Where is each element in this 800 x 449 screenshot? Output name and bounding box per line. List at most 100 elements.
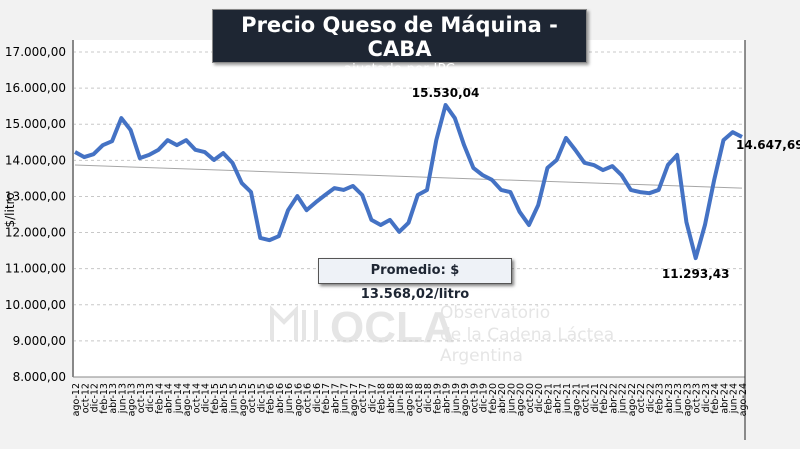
x-tick-label: oct-15 <box>247 383 258 413</box>
x-tick-label: abr-17 <box>330 383 341 414</box>
x-tick-label: ago-15 <box>238 383 249 416</box>
y-tick-label: 11.000,00 <box>5 262 66 276</box>
series-line <box>74 103 743 261</box>
x-tick-label: jun-22 <box>618 383 629 414</box>
x-tick-label: jun-17 <box>340 383 351 414</box>
x-tick-label: oct-21 <box>581 383 592 413</box>
x-tick-label: dic-12 <box>90 383 101 412</box>
y-tick-label: 9.000,00 <box>13 334 66 348</box>
x-tick-label: ago-21 <box>571 383 582 416</box>
y-tick-label: 17.000,00 <box>5 45 66 59</box>
x-tick-label: dic-14 <box>201 383 212 412</box>
x-tick-label: ago-23 <box>682 383 693 416</box>
x-tick-label: ago-18 <box>405 383 416 416</box>
x-tick-label: oct-20 <box>525 383 536 413</box>
x-tick-label: feb-24 <box>710 383 721 414</box>
y-tick-label: 12.000,00 <box>5 226 66 240</box>
chart-title-box: Precio Queso de Máquina - CABA - ajustad… <box>212 9 587 77</box>
y-tick-label: 8.000,00 <box>13 370 66 384</box>
x-tick-label: jun-24 <box>729 383 740 414</box>
x-tick-label: ago-19 <box>460 383 471 416</box>
x-tick-label: oct-12 <box>80 383 91 413</box>
x-tick-label: abr-18 <box>386 383 397 414</box>
x-tick-label: oct-16 <box>303 383 314 413</box>
annotation-min: 11.293,43 <box>662 267 730 281</box>
x-tick-label: abr-19 <box>442 383 453 414</box>
x-tick-label: feb-14 <box>154 383 165 414</box>
watermark-line2: de la Cadena Láctea <box>440 325 614 345</box>
x-tick-label: ago-16 <box>293 383 304 416</box>
x-tick-label: abr-13 <box>108 383 119 414</box>
x-tick-label: abr-15 <box>219 383 230 414</box>
x-tick-label: jun-16 <box>284 383 295 414</box>
x-tick-label: oct-14 <box>191 383 202 413</box>
x-tick-label: dic-23 <box>701 383 712 412</box>
x-tick-label: jun-23 <box>673 383 684 414</box>
watermark-line1: Observatorio <box>440 303 550 323</box>
x-tick-label: feb-16 <box>266 383 277 414</box>
x-tick-label: abr-21 <box>553 383 564 414</box>
x-tick-label: dic-16 <box>312 383 323 412</box>
x-tick-label: dic-21 <box>590 383 601 412</box>
x-tick-label: feb-22 <box>599 383 610 414</box>
x-tick-label: abr-16 <box>275 383 286 414</box>
x-tick-label: feb-15 <box>210 383 221 414</box>
x-tick-label: dic-22 <box>645 383 656 412</box>
x-tick-label: oct-19 <box>469 383 480 413</box>
annotation-last: 14.647,69 <box>736 138 800 152</box>
x-tick-label: ago-17 <box>349 383 360 416</box>
x-tick-label: dic-13 <box>145 383 156 412</box>
average-label: Promedio: $ 13.568,02/litro <box>318 258 512 302</box>
x-tick-label: oct-18 <box>414 383 425 413</box>
plot-area <box>73 40 745 377</box>
x-tick-label: jun-20 <box>506 383 517 414</box>
y-tick-label: 13.000,00 <box>5 189 66 203</box>
x-tick-label: feb-21 <box>543 383 554 414</box>
x-tick-label: ago-14 <box>182 383 193 416</box>
trendline <box>74 164 743 189</box>
x-tick-label: jun-21 <box>562 383 573 414</box>
x-tick-label: ago-22 <box>627 383 638 416</box>
y-axis-label: $/litro <box>3 192 17 227</box>
watermark-line3: Argentina <box>440 346 523 366</box>
x-tick-label: feb-20 <box>488 383 499 414</box>
x-tick-label: feb-19 <box>432 383 443 414</box>
x-tick-label: feb-17 <box>321 383 332 414</box>
x-tick-label: jun-14 <box>173 383 184 414</box>
chart-subtitle: - ajustado por IPC - <box>334 62 465 77</box>
chart-title: Precio Queso de Máquina - CABA <box>241 13 558 61</box>
x-tick-label: feb-13 <box>99 383 110 414</box>
x-tick-label: oct-13 <box>136 383 147 413</box>
x-tick-label: dic-20 <box>534 383 545 412</box>
x-tick-label: oct-17 <box>358 383 369 413</box>
x-tick-label: feb-23 <box>655 383 666 414</box>
y-tick-label: 10.000,00 <box>5 298 66 312</box>
x-tick-label: abr-24 <box>719 383 730 414</box>
x-tick-label: jun-18 <box>395 383 406 414</box>
x-tick-label: dic-19 <box>479 383 490 412</box>
x-tick-label: jun-15 <box>228 383 239 414</box>
x-tick-label: dic-18 <box>423 383 434 412</box>
x-tick-label: ago-12 <box>71 383 82 416</box>
x-tick-label: abr-14 <box>164 383 175 414</box>
x-tick-label: dic-17 <box>367 383 378 412</box>
x-tick-label: ago-20 <box>516 383 527 416</box>
y-tick-label: 14.000,00 <box>5 153 66 167</box>
x-tick-label: oct-22 <box>636 383 647 413</box>
x-tick-label: abr-23 <box>664 383 675 414</box>
x-tick-label: ago-13 <box>127 383 138 416</box>
x-tick-label: jun-13 <box>117 383 128 414</box>
x-tick-label: ago-24 <box>738 383 749 416</box>
x-tick-label: abr-22 <box>608 383 619 414</box>
y-tick-label: 15.000,00 <box>5 117 66 131</box>
x-tick-label: dic-15 <box>256 383 267 412</box>
x-tick-label: jun-19 <box>451 383 462 414</box>
ocla-logo-text: OCLA <box>330 303 455 352</box>
x-tick-label: oct-23 <box>692 383 703 413</box>
x-tick-label: feb-18 <box>377 383 388 414</box>
ocla-watermark: OCLA Observatorio de la Cadena Láctea Ar… <box>270 303 614 366</box>
x-tick-label: abr-20 <box>497 383 508 414</box>
annotation-max: 15.530,04 <box>412 86 480 100</box>
y-tick-label: 16.000,00 <box>5 81 66 95</box>
